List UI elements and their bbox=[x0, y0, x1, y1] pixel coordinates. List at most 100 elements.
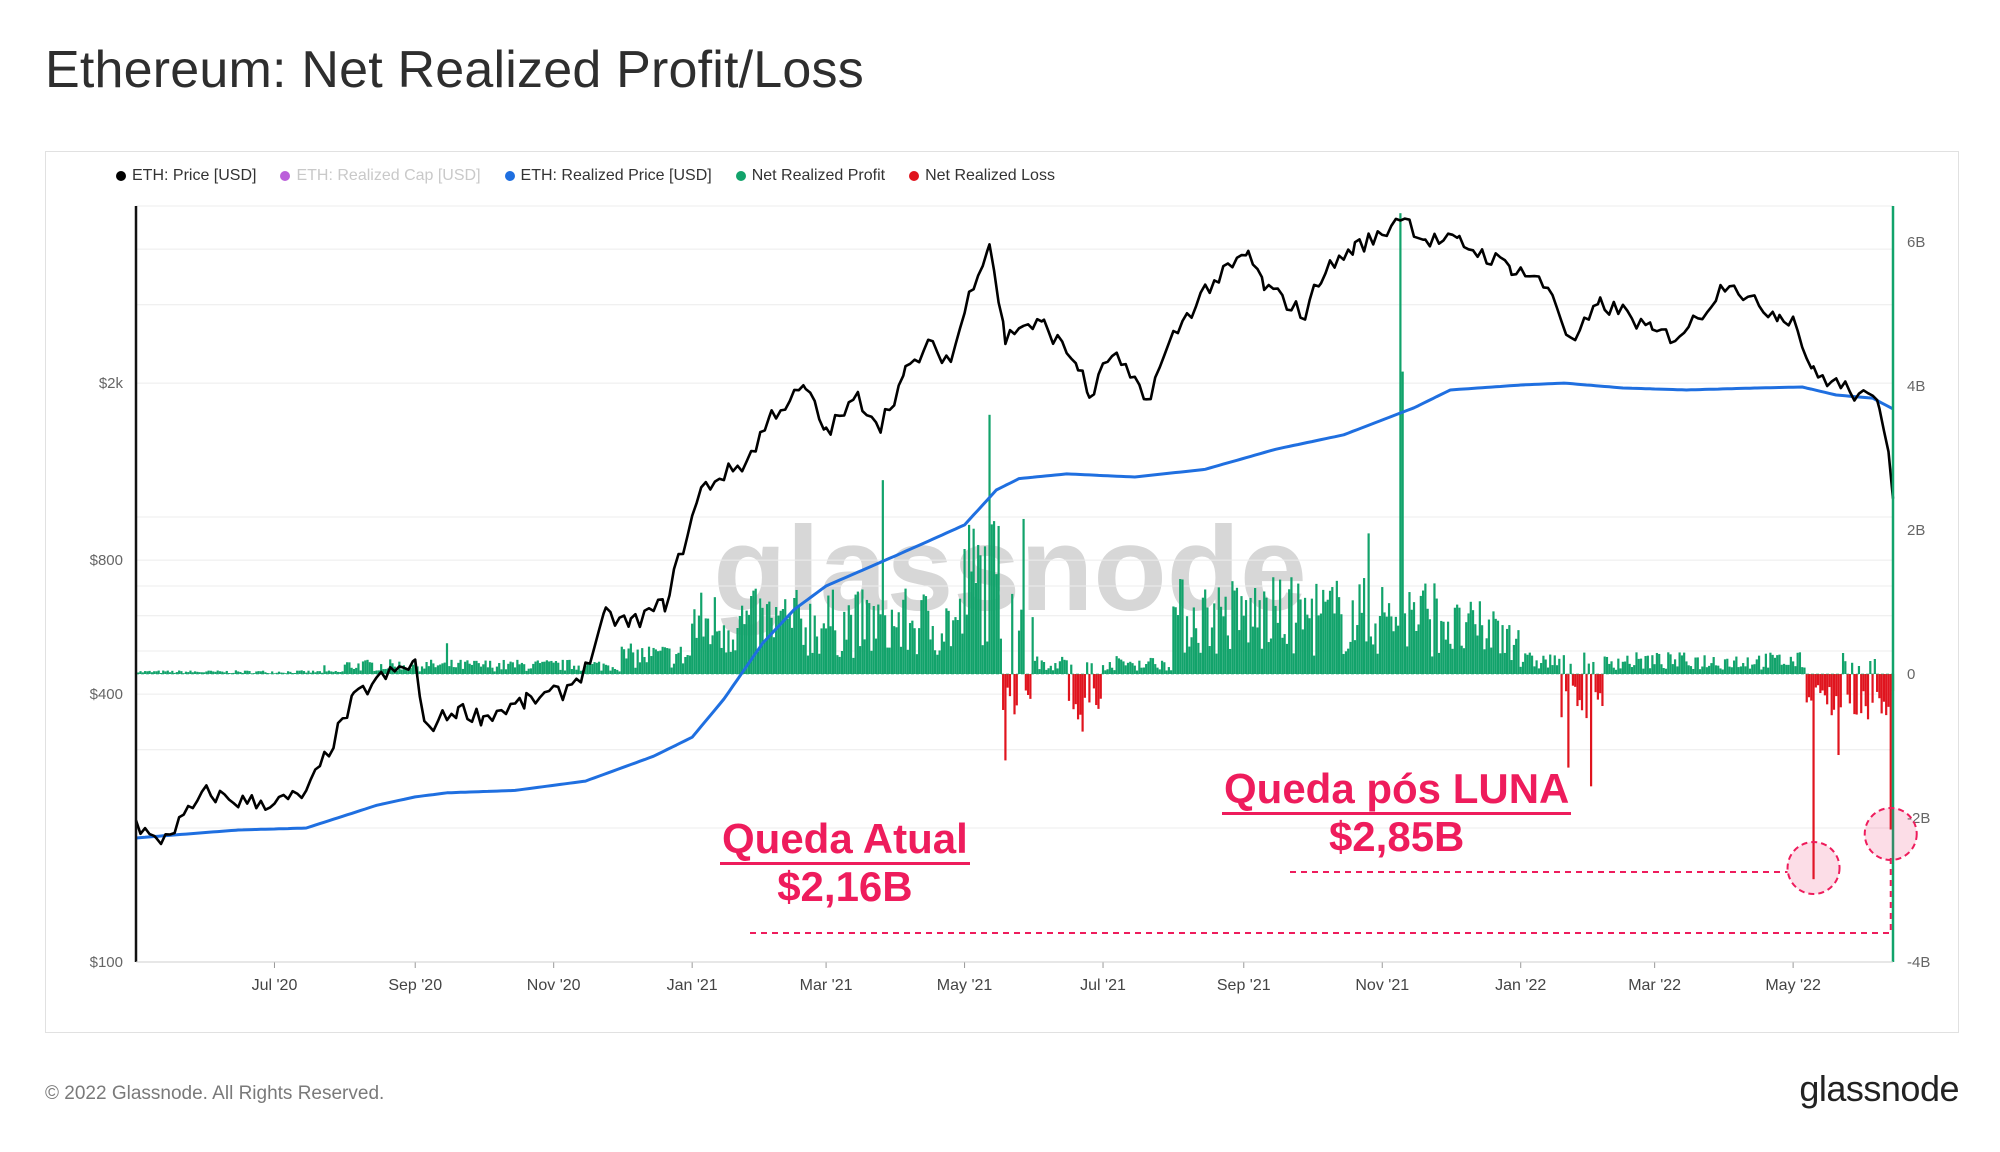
legend-item-net-loss[interactable]: Net Realized Loss bbox=[909, 167, 1055, 185]
profit-bar bbox=[1101, 665, 1105, 674]
annotation-luna-drop: Queda pós LUNA $2,85B bbox=[1222, 765, 1572, 862]
profit-bar bbox=[663, 647, 667, 674]
loss-bar bbox=[1008, 674, 1012, 697]
profit-bar bbox=[684, 657, 687, 674]
profit-bar bbox=[738, 616, 741, 674]
legend-item-net-profit[interactable]: Net Realized Profit bbox=[735, 167, 885, 185]
profit-bar bbox=[137, 672, 140, 674]
profit-bar bbox=[475, 660, 478, 674]
legend-item-eth-price[interactable]: ETH: Price [USD] bbox=[116, 167, 256, 185]
profit-bar bbox=[1587, 663, 1590, 674]
profit-bar bbox=[1276, 622, 1279, 674]
profit-bar bbox=[979, 555, 982, 674]
profit-bar bbox=[1367, 533, 1370, 674]
profit-bar bbox=[915, 654, 918, 674]
profit-bar bbox=[400, 669, 403, 674]
brand-logo: glassnode bbox=[1799, 1068, 1959, 1109]
profit-bar bbox=[879, 614, 882, 674]
profit-bar bbox=[1764, 653, 1767, 674]
profit-bar bbox=[1240, 596, 1243, 674]
loss-bar bbox=[1880, 674, 1883, 714]
profit-bar bbox=[1621, 661, 1624, 674]
profit-bar bbox=[740, 605, 744, 674]
profit-bar bbox=[520, 662, 524, 674]
profit-bar bbox=[1135, 670, 1139, 674]
y-right-tick-label: 4B bbox=[1907, 378, 1925, 395]
profit-bar bbox=[679, 646, 682, 674]
profit-bar bbox=[1140, 667, 1143, 674]
profit-bar bbox=[1483, 649, 1486, 674]
profit-bar bbox=[227, 673, 231, 674]
profit-bar bbox=[1210, 627, 1214, 674]
profit-bar bbox=[1857, 666, 1861, 674]
loss-bar bbox=[1805, 674, 1808, 703]
profit-bar bbox=[1730, 667, 1733, 674]
profit-bar bbox=[1558, 658, 1561, 674]
grid-lines bbox=[136, 205, 1893, 963]
loss-bar bbox=[1855, 674, 1858, 715]
profit-bar bbox=[1160, 660, 1164, 674]
profit-bar bbox=[1487, 619, 1491, 674]
loss-bar bbox=[1814, 674, 1817, 688]
profit-bar bbox=[641, 648, 644, 674]
profit-bar bbox=[607, 665, 610, 674]
profit-bar bbox=[1524, 653, 1527, 674]
profit-bar bbox=[809, 603, 812, 674]
profit-bar bbox=[725, 652, 728, 674]
profit-bar bbox=[1474, 624, 1477, 674]
profit-loss-bars bbox=[134, 213, 1895, 880]
profit-bar bbox=[995, 574, 998, 674]
profit-bar bbox=[168, 672, 172, 674]
x-tick-label: Sep '20 bbox=[388, 977, 442, 994]
profit-bar bbox=[1624, 661, 1627, 674]
profit-bar bbox=[1505, 628, 1509, 674]
profit-bar bbox=[1721, 669, 1724, 674]
profit-bar bbox=[1546, 667, 1550, 674]
profit-bar bbox=[1222, 616, 1225, 674]
profit-bar bbox=[1485, 638, 1488, 674]
profit-bar bbox=[563, 670, 567, 674]
x-tick-label: Jul '20 bbox=[252, 977, 298, 994]
profit-bar bbox=[1331, 587, 1334, 674]
profit-bar bbox=[845, 639, 848, 674]
profit-bar bbox=[507, 663, 510, 674]
x-tick-label: Jul '21 bbox=[1080, 977, 1126, 994]
loss-bar bbox=[1594, 674, 1597, 693]
profit-bar bbox=[956, 620, 959, 674]
profit-bar bbox=[1535, 660, 1538, 674]
profit-bar bbox=[1292, 653, 1295, 674]
profit-bar bbox=[1063, 659, 1066, 674]
profit-bar bbox=[709, 644, 712, 674]
profit-bar bbox=[209, 670, 213, 674]
profit-bar bbox=[945, 608, 948, 674]
profit-bar bbox=[1444, 639, 1447, 674]
profit-bar bbox=[1651, 655, 1654, 674]
legend-item-realized-price[interactable]: ETH: Realized Price [USD] bbox=[504, 167, 712, 185]
profit-bar bbox=[781, 609, 785, 674]
legend-item-realized-cap[interactable]: ETH: Realized Cap [USD] bbox=[280, 167, 481, 185]
loss-bar bbox=[1599, 674, 1602, 694]
loss-bar bbox=[1848, 674, 1851, 704]
loss-bar bbox=[1571, 674, 1575, 686]
profit-bar bbox=[178, 670, 181, 674]
profit-bar bbox=[300, 670, 303, 674]
profit-bar bbox=[1785, 664, 1788, 674]
profit-bar bbox=[666, 648, 669, 674]
loss-bar bbox=[1830, 674, 1833, 716]
profit-bar bbox=[1460, 645, 1463, 674]
profit-bar bbox=[336, 671, 340, 674]
loss-bar bbox=[1596, 674, 1599, 700]
legend-dot-net-profit bbox=[735, 171, 746, 181]
luna-marker-circle bbox=[1786, 841, 1841, 895]
profit-bar bbox=[334, 671, 337, 674]
profit-bar bbox=[1254, 588, 1257, 674]
profit-bar bbox=[473, 660, 476, 674]
profit-bar bbox=[198, 672, 201, 674]
profit-bar bbox=[804, 627, 807, 674]
profit-bar bbox=[454, 667, 458, 674]
profit-bar bbox=[1036, 656, 1039, 674]
profit-bar bbox=[1170, 670, 1173, 674]
loss-bar bbox=[1821, 674, 1824, 691]
profit-bar bbox=[1165, 670, 1168, 674]
legend-dot-net-loss bbox=[909, 171, 920, 181]
